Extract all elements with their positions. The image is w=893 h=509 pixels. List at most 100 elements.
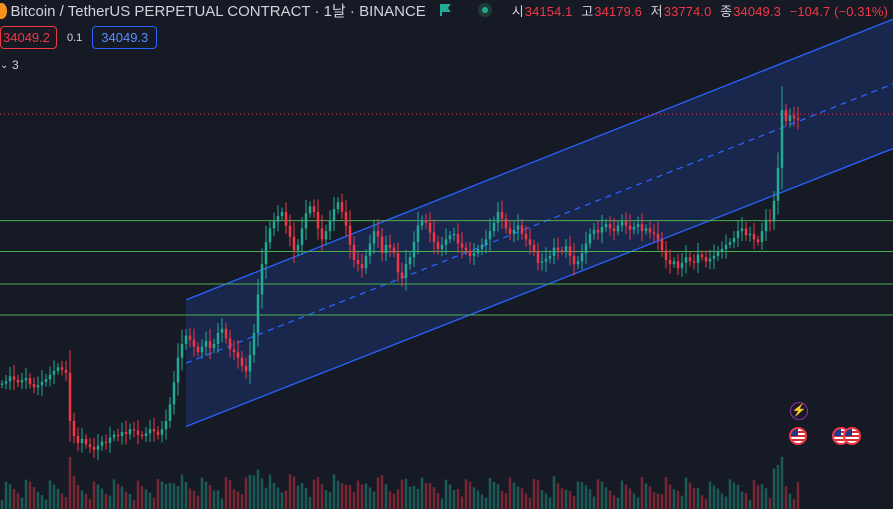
volume-bar (600, 481, 604, 509)
volume-bar (440, 498, 444, 509)
volume-bar (68, 457, 72, 509)
candle-body (684, 257, 688, 263)
volume-bar (760, 484, 764, 509)
candle-body (424, 220, 428, 223)
volume-bar (116, 484, 120, 509)
candle-body (416, 225, 420, 243)
candle-body (284, 211, 288, 226)
candle-body (772, 200, 776, 222)
volume-bar (16, 493, 20, 509)
volume-bar (192, 490, 196, 509)
volume-bar (244, 477, 248, 509)
candle-body (540, 261, 544, 263)
candle-body (464, 247, 468, 251)
candle-body (204, 341, 208, 347)
volume-bar (56, 488, 60, 509)
candle-body (532, 244, 536, 252)
candle-body (72, 420, 76, 437)
candle-body (64, 369, 68, 373)
chevron-down-icon[interactable]: ⌄ (0, 59, 9, 71)
open-value: 34154.1 (524, 3, 573, 19)
candle-body (76, 436, 80, 443)
volume-bar (796, 482, 800, 509)
us-flag-event-icon[interactable] (789, 427, 807, 445)
candle-body (644, 228, 648, 232)
candle-body (292, 236, 296, 251)
symbol-title[interactable]: Bitcoin / TetherUS PERPETUAL CONTRACT · … (10, 2, 426, 20)
candle-body (744, 228, 748, 236)
indicator-count: 3 (12, 58, 19, 72)
candle-body (656, 233, 660, 240)
candle-body (488, 231, 492, 240)
channel-lower-line[interactable] (185, 147, 893, 428)
volume-bar (20, 497, 24, 509)
volume-bar (308, 496, 312, 509)
volume-bar (776, 465, 780, 509)
candle-body (276, 215, 280, 222)
volume-bar (612, 495, 616, 509)
volume-bar (256, 469, 260, 509)
candle-body (120, 431, 124, 437)
candle-body (544, 258, 548, 262)
us-flag-event-icon[interactable] (843, 427, 861, 445)
candle-body (272, 221, 276, 229)
candle-body (344, 211, 348, 226)
candle-body (248, 354, 252, 372)
candle-body (288, 225, 292, 237)
candle-body (700, 254, 704, 258)
volume-bar (528, 497, 532, 509)
volume-bar (464, 479, 468, 509)
candle-body (32, 384, 36, 388)
volume-bar (28, 481, 32, 509)
candle-body (452, 233, 456, 236)
volume-bar (72, 475, 76, 509)
candle-body (628, 225, 632, 230)
candle-body (764, 220, 768, 232)
volume-bar (372, 491, 376, 509)
volume-bar (656, 493, 660, 509)
volume-bar (344, 484, 348, 509)
channel-median-line[interactable] (185, 83, 893, 364)
volume-bar (488, 478, 492, 509)
candle-body (748, 233, 752, 236)
candle-body (784, 110, 788, 122)
candle-body (740, 228, 744, 232)
volume-bar (320, 484, 324, 509)
volume-bar (756, 485, 760, 509)
volume-bar (148, 492, 152, 509)
volume-bar (84, 493, 88, 509)
volume-bar (768, 498, 772, 509)
candle-body (476, 248, 480, 254)
flag-icon[interactable] (439, 4, 451, 16)
sell-button[interactable]: 34049.2 (0, 26, 57, 49)
parallel-channel[interactable] (185, 18, 893, 428)
bolt-icon[interactable]: ⚡ (790, 402, 808, 420)
candle-body (160, 429, 164, 435)
volume-bar (44, 499, 48, 509)
volume-bar (92, 481, 96, 509)
volume-bar (536, 480, 540, 509)
volume-bar (520, 488, 524, 509)
spread-value: 0.1 (67, 31, 83, 44)
candle-body (168, 404, 172, 421)
candle-body (56, 367, 60, 371)
indicator-toggle[interactable]: ⌄ 3 (0, 58, 19, 72)
volume-bar (588, 489, 592, 509)
candle-body (332, 209, 336, 221)
high-value: 34179.6 (594, 3, 642, 19)
bitcoin-icon (0, 3, 8, 19)
volume-bar (324, 490, 328, 509)
volume-bar (648, 486, 652, 509)
volume-bar (32, 487, 36, 509)
volume-bar (156, 479, 160, 509)
candle-body (716, 251, 720, 256)
volume-bar (220, 498, 224, 509)
candle-body (356, 260, 360, 265)
candle-body (412, 242, 416, 258)
channel-upper-line[interactable] (185, 18, 893, 301)
buy-button[interactable]: 34049.3 (92, 26, 158, 49)
volume-bar (732, 482, 736, 509)
volume-bar (300, 483, 304, 509)
market-status-icon[interactable] (478, 3, 492, 17)
